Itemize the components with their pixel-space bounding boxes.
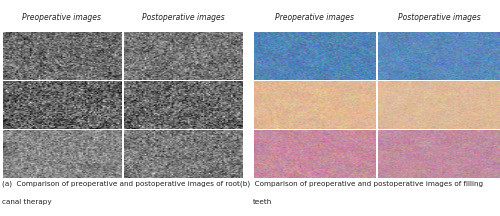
Text: Preoperative images: Preoperative images xyxy=(22,13,101,22)
Text: Postoperative images: Postoperative images xyxy=(142,13,224,22)
Text: teeth: teeth xyxy=(252,199,272,205)
Text: canal therapy: canal therapy xyxy=(2,199,52,205)
Text: Postoperative images: Postoperative images xyxy=(398,13,480,22)
Text: Preoperative images: Preoperative images xyxy=(275,13,354,22)
Text: (a)  Comparison of preoperative and postoperative images of root(b)  Comparison : (a) Comparison of preoperative and posto… xyxy=(2,180,484,187)
